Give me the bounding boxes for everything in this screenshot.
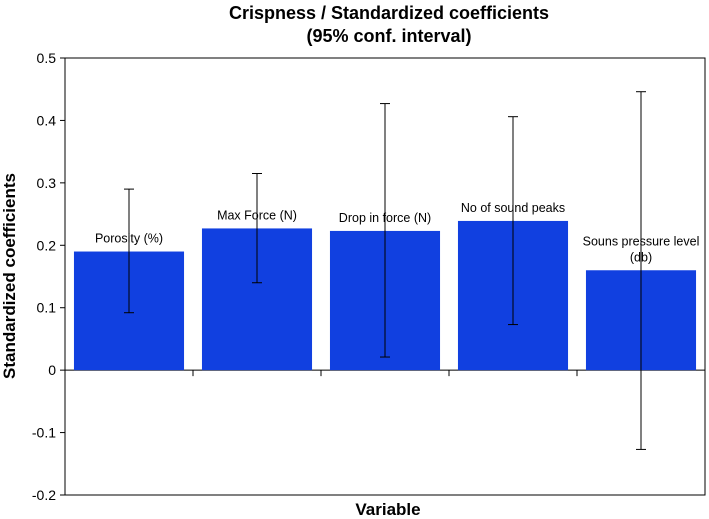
chart-title-line-1: Crispness / Standardized coefficients [229,3,549,23]
plot-area: 0.5 0.4 0.3 0.2 0.1 0 -0.1 -0.2 Porosity (%) Max … [32,50,706,503]
y-tick-label: 0.5 [37,50,57,66]
bar-label: Max Force (N) [217,208,297,222]
y-tick-label: 0 [48,362,56,378]
x-axis-label: Variable [355,500,420,519]
y-tick-label: -0.2 [32,487,56,503]
y-tick-label: 0.1 [37,300,57,316]
bar-label: No of sound peaks [461,201,565,215]
y-tick-label: 0.2 [37,237,57,253]
y-tick-label: 0.4 [37,112,57,128]
bar-label: Drop in force (N) [339,211,431,225]
y-tick-label: 0.3 [37,175,57,191]
y-axis-label: Standardized coefficients [0,173,19,379]
bar-label: Porosity (%) [95,232,163,246]
bar-label: (db) [630,250,652,264]
plot-frame [64,57,706,496]
bar-label: Souns pressure level [583,234,700,248]
chart-title-line-2: (95% conf. interval) [306,26,471,46]
y-tick-label: -0.1 [32,425,56,441]
